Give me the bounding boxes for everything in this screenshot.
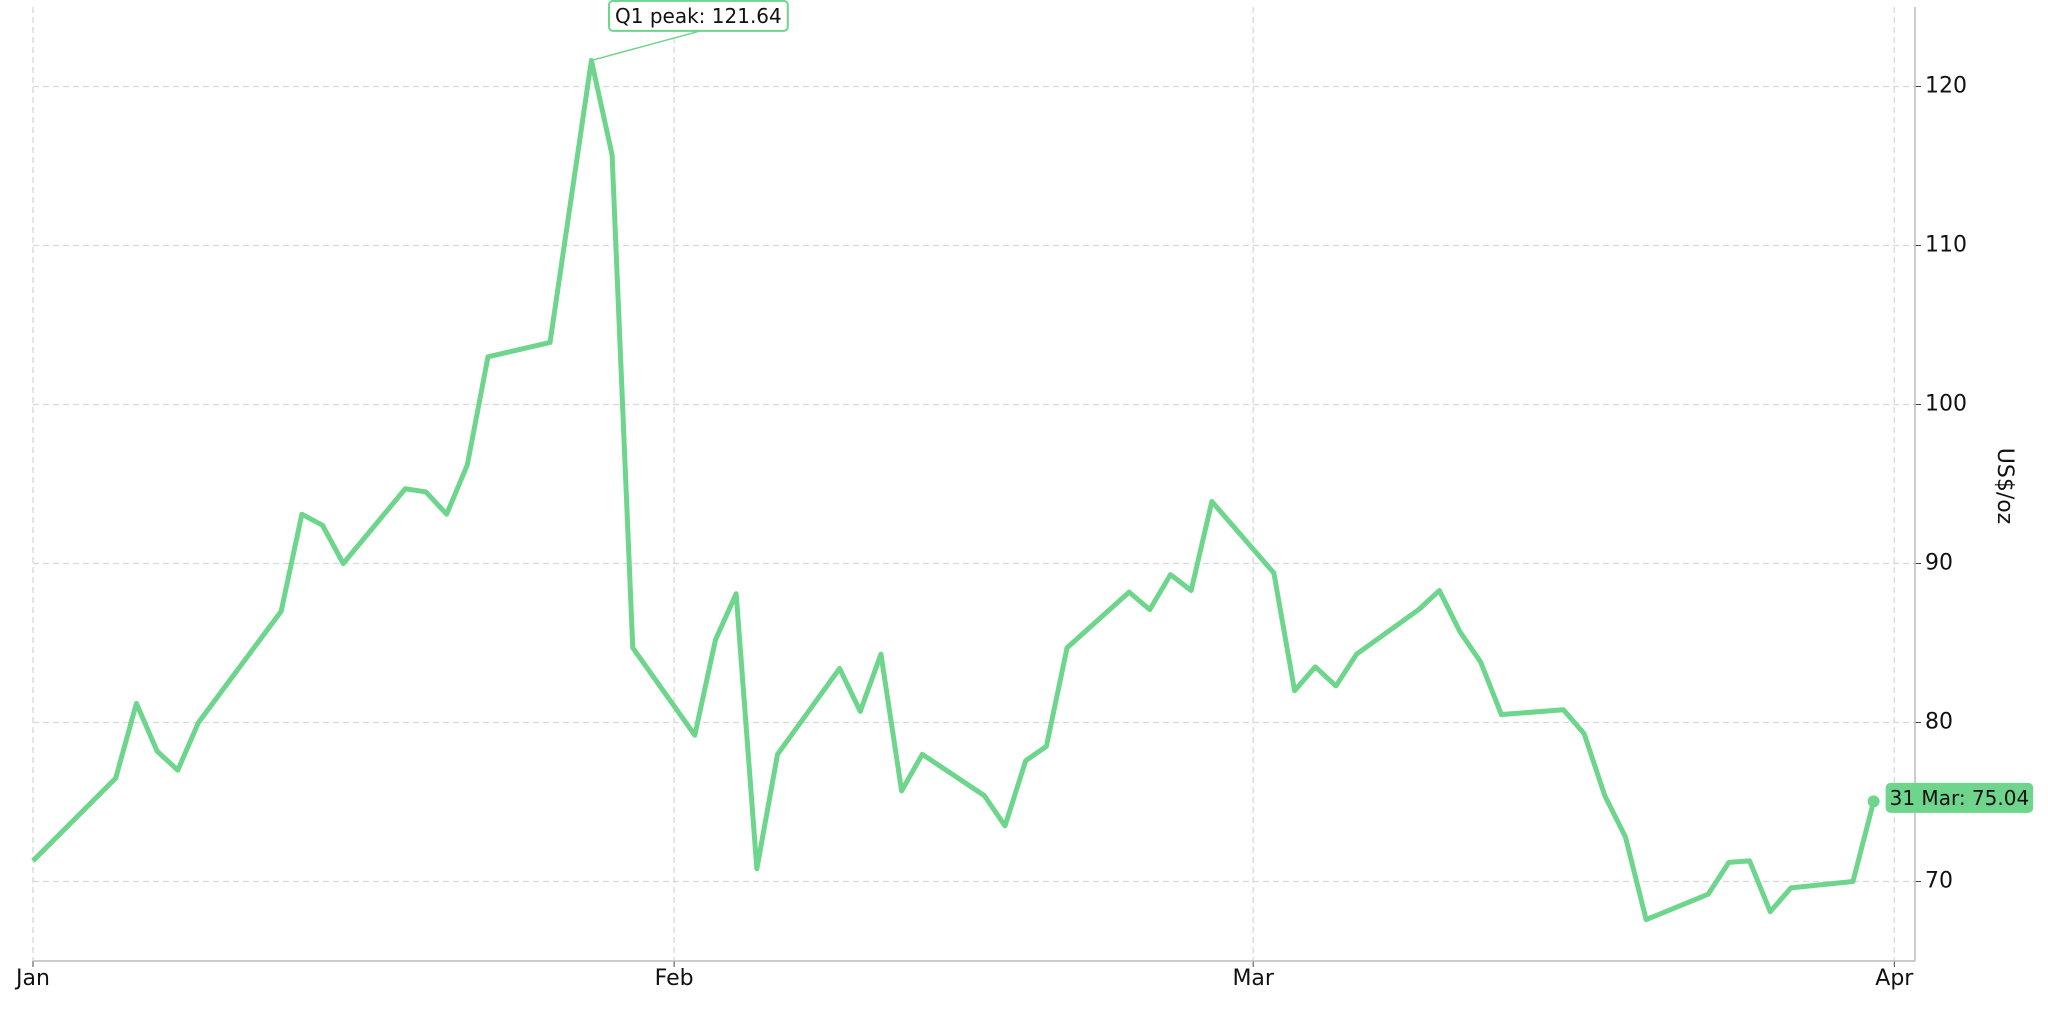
y-tick-label: 110: [1925, 233, 1967, 258]
y-tick-label: 90: [1925, 551, 1953, 576]
x-tick-label: Feb: [655, 966, 694, 991]
y-axis-label: US$/oz: [1992, 448, 2017, 524]
x-tick-label: Apr: [1875, 966, 1914, 991]
annotation-box: [608, 0, 789, 32]
x-tick-label: Mar: [1232, 966, 1274, 991]
y-tick-label: 80: [1925, 710, 1953, 735]
y-tick-label: 70: [1925, 869, 1953, 894]
annotation-arrow: [591, 30, 699, 62]
x-tick-label: Jan: [14, 966, 50, 991]
line: [31, 57, 1877, 923]
end-label: 31 Mar: 75.04: [1890, 786, 2030, 810]
annotation-text: Q1 peak: 121.64: [615, 4, 782, 28]
end-label-box: [1885, 782, 2034, 813]
end-point: [1867, 795, 1880, 808]
y-tick-label: 120: [1925, 74, 1967, 99]
y-tick-label: 100: [1925, 392, 1967, 417]
